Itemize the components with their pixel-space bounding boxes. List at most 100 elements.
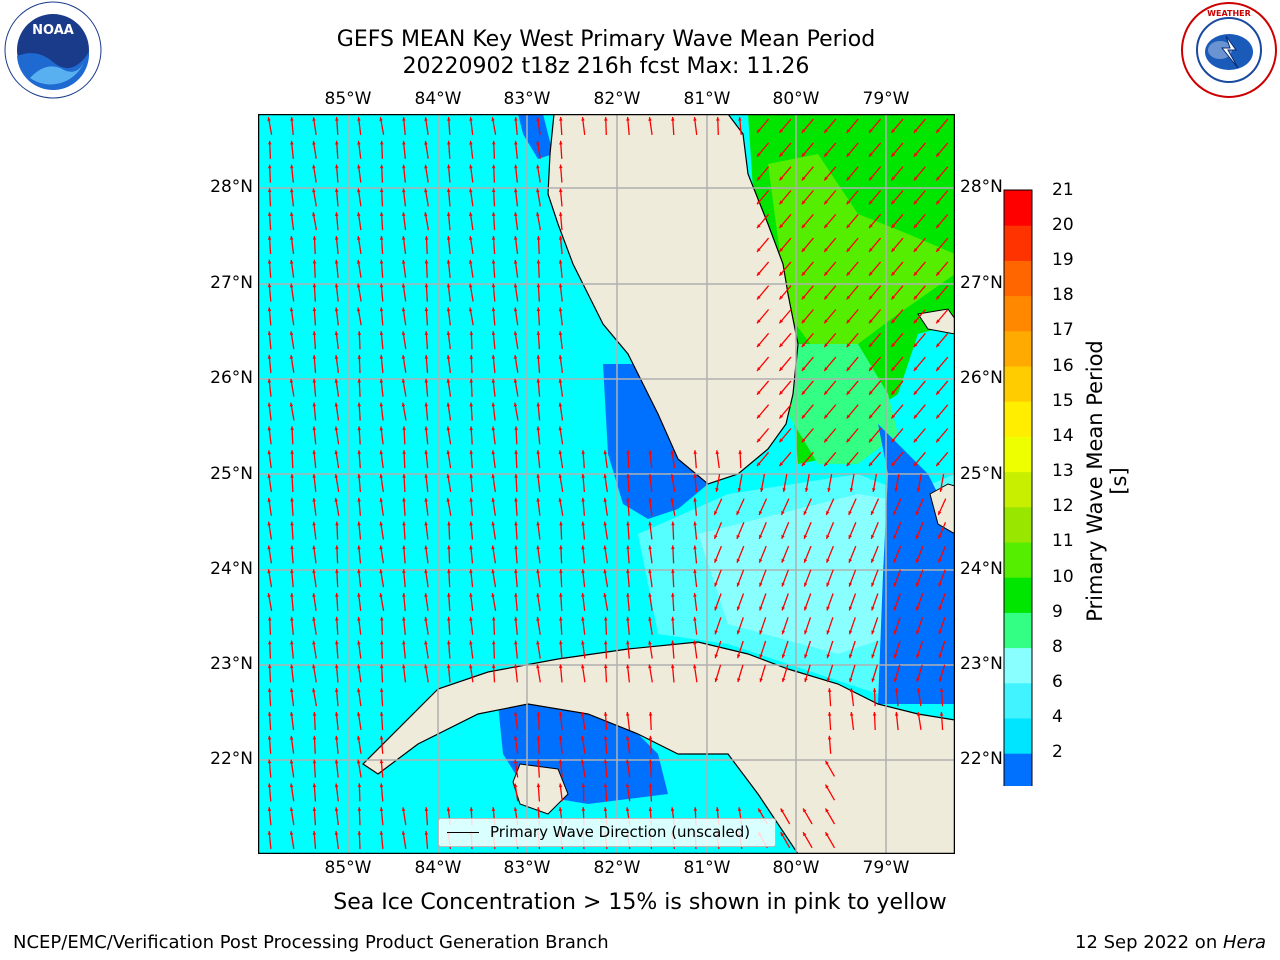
wave-arrow-head [869,343,873,348]
wave-arrow-head [334,212,339,216]
wave-arrow-head [312,593,316,597]
wave-arrow-head [913,438,918,443]
wave-arrow-head [936,248,940,252]
wave-arrow-head [491,283,496,288]
wave-arrow-head [648,545,652,550]
wave-arrow-head [356,283,361,288]
wave-arrow-head [402,569,406,573]
wave-arrow-head [581,807,586,811]
wave-arrow-head [693,640,697,645]
wave-arrow-head [558,759,563,764]
wave-arrow-head [469,355,474,359]
wave-arrow-head [424,307,429,312]
colorbar-tick: 14 [1052,426,1074,446]
wave-arrow-head [936,129,940,133]
wave-arrow-head [491,450,496,455]
chart-title: GEFS MEAN Key West Primary Wave Mean Per… [336,27,876,52]
wave-arrow-head [693,664,697,669]
wave-arrow-head [357,450,361,454]
colorbar-swatch [1004,682,1032,719]
wave-arrow-head [267,688,272,692]
wave-arrow-head [781,606,785,611]
wave-arrow-head [334,664,339,669]
lat-label: 26°N [960,368,1003,388]
wave-arrow-head [824,414,828,419]
wave-arrow-head [379,355,384,359]
wave-arrow-head [759,678,763,682]
wave-arrow-head [737,678,741,682]
wave-arrow-head [290,212,294,216]
wave-arrow-head [312,616,316,621]
lon-label: 80°W [772,89,820,109]
wave-arrow-head [671,117,675,121]
wave-arrow-head [357,664,361,669]
wave-arrow-head [826,678,831,682]
wave-arrow-head [334,283,339,288]
wave-arrow-head [491,521,495,526]
wave-arrow-head [913,176,918,181]
wave-arrow-head [513,735,518,740]
wave-arrow-head [424,831,429,835]
wave-arrow-head [870,511,875,515]
colorbar-swatch [1004,718,1032,754]
wave-arrow-head [558,355,563,359]
wave-arrow-head [401,331,406,336]
wave-arrow-head [757,224,761,229]
wave-arrow-head [581,664,585,669]
wave-arrow-head [469,616,473,621]
wave-arrow-head [289,402,294,407]
lat-label: 25°N [960,464,1003,484]
wave-arrow-head [891,343,896,348]
wave-arrow-head [491,212,496,216]
wave-arrow-head [872,688,877,692]
colorbar-swatch [1004,225,1032,261]
wave-arrow-head [289,259,294,264]
wave-arrow-head [334,188,339,193]
wave-arrow-head [357,355,362,359]
wave-arrow-head [826,630,830,635]
wave-arrow-head [289,355,294,359]
wave-arrow-head [357,783,362,787]
wave-arrow-head [714,678,719,682]
wave-arrow-head [915,511,919,515]
wave-arrow-head [626,450,630,454]
wave-arrow-head [893,606,897,611]
wave-arrow-head [738,450,742,454]
wave-arrow-head [267,283,272,288]
wave-arrow-head [312,164,316,169]
wave-arrow-head [379,688,384,692]
wave-arrow-head [846,248,851,252]
wave-arrow-head [514,450,518,454]
wave-arrow-head [803,808,807,813]
wave-arrow-head [559,164,563,169]
wave-arrow-head [648,783,653,788]
wave-arrow-head [736,511,740,515]
wave-arrow-head [491,640,496,645]
wave-arrow-head [290,117,294,121]
wave-arrow-head [671,616,675,621]
wave-arrow-head [737,488,742,492]
wave-arrow-head [379,759,384,764]
wave-arrow-head [559,593,563,597]
wave-arrow-head [737,654,741,659]
wave-arrow-head [760,488,764,492]
wave-arrow-head [581,712,585,716]
wave-arrow-head [491,497,495,502]
wave-arrow-head [424,140,428,145]
wave-arrow-head [825,832,829,837]
wave-arrow-head [268,616,272,621]
wave-arrow-head [379,307,384,312]
wave-arrow-head [447,593,451,597]
wave-arrow-head [581,545,585,550]
wave-arrow-head [671,640,675,645]
wave-arrow-head [849,678,853,682]
wave-arrow-head [424,474,428,478]
colorbar-label: Primary Wave Mean Period [s] [1083,340,1131,622]
wave-arrow-head [693,616,697,621]
lat-label: 22°N [210,749,253,769]
wave-arrow-head [334,831,339,835]
wave-arrow-head [825,760,829,765]
wave-arrow-head [334,378,339,383]
wave-arrow-head [693,450,697,454]
wave-arrow-head [916,582,920,587]
